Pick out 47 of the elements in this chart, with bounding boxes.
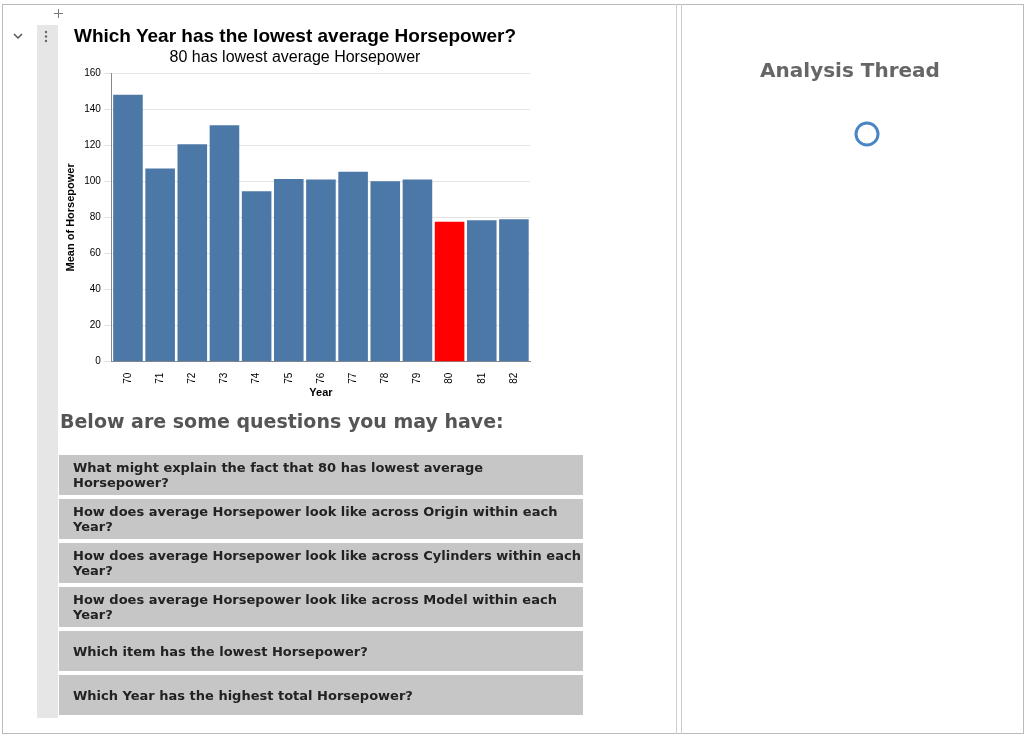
bar bbox=[113, 94, 143, 362]
x-tick-label: 82 bbox=[507, 372, 519, 384]
bar bbox=[434, 221, 465, 362]
x-tick-label: 79 bbox=[411, 372, 423, 384]
y-tick-label: 0 bbox=[95, 355, 102, 367]
x-tick-label: 73 bbox=[218, 372, 230, 384]
x-tick-label: 74 bbox=[250, 372, 262, 384]
text: Which Year has the highest total Horsepower? bbox=[59, 675, 583, 715]
x-axis-title: Year bbox=[309, 386, 334, 399]
x-tick-label: 71 bbox=[153, 372, 165, 384]
chart-subtitle: 80 has lowest average Horsepower bbox=[169, 47, 422, 65]
bar bbox=[241, 191, 272, 362]
bar bbox=[370, 181, 401, 362]
y-tick-label: 160 bbox=[84, 66, 102, 78]
y-tick-label: 60 bbox=[89, 247, 102, 259]
bar bbox=[177, 144, 208, 362]
x-tick-label: 77 bbox=[346, 372, 358, 384]
text: How does average Horsepower look like across Cylinders within each Year? bbox=[59, 543, 583, 583]
y-tick-label: 140 bbox=[84, 102, 102, 114]
text: How does average Horsepower look like across Model within each Year? bbox=[59, 587, 583, 627]
text: Which item has the lowest Horsepower? bbox=[59, 631, 583, 671]
bar bbox=[306, 179, 336, 362]
bar bbox=[273, 178, 304, 362]
y-tick-label: 20 bbox=[89, 319, 102, 331]
bar bbox=[338, 171, 368, 362]
x-tick-label: 70 bbox=[121, 372, 133, 384]
bar bbox=[402, 179, 433, 362]
y-tick-label: 80 bbox=[89, 211, 102, 223]
bar bbox=[209, 125, 240, 362]
text: Below are some questions you may have: bbox=[60, 410, 504, 432]
x-tick-label: 81 bbox=[475, 372, 487, 384]
x-tick-label: 72 bbox=[186, 372, 198, 384]
x-tick-label: 78 bbox=[379, 372, 391, 384]
bar bbox=[145, 168, 175, 362]
chart-title: Which Year has the lowest average Horsepower? bbox=[73, 24, 517, 46]
x-tick-label: 75 bbox=[282, 372, 294, 384]
text: Analysis Thread bbox=[759, 58, 941, 82]
y-tick-label: 40 bbox=[89, 283, 102, 295]
y-tick-label: 120 bbox=[84, 138, 102, 150]
bar bbox=[466, 220, 497, 362]
y-tick-label: 100 bbox=[84, 175, 102, 186]
bar bbox=[499, 219, 529, 362]
text: What might explain the fact that 80 has lowest average Horsepower? bbox=[59, 455, 583, 495]
text: How does average Horsepower look like across Origin within each Year? bbox=[59, 499, 583, 539]
y-axis-title: Mean of Horsepower bbox=[63, 162, 76, 272]
x-tick-label: 76 bbox=[314, 372, 326, 384]
x-tick-label: 80 bbox=[443, 372, 455, 384]
